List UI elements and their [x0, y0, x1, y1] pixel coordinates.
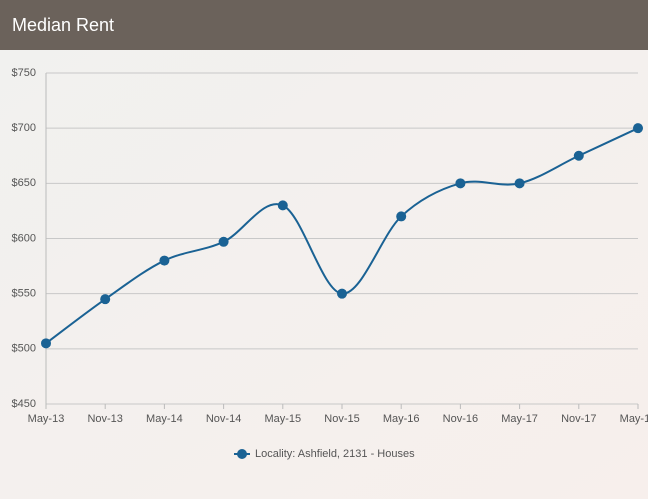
x-tick-label: May-13 — [28, 413, 65, 425]
y-tick-label: $750 — [12, 67, 36, 79]
data-point — [41, 338, 51, 349]
chart: $450 $500 $550 $600 $650 $700 $750 May-13 Nov-13… — [0, 50, 648, 499]
data-point — [455, 178, 466, 189]
x-tick-label: May-18 — [620, 413, 648, 425]
x-tick-label: Nov-13 — [87, 413, 122, 425]
legend-label: Locality: Ashfield, 2131 - Houses — [255, 448, 415, 460]
legend-marker — [237, 449, 247, 459]
x-tick-label: May-15 — [264, 413, 301, 425]
x-tick-label: May-16 — [383, 413, 420, 425]
y-tick-label: $700 — [12, 122, 36, 134]
y-tick-label: $600 — [12, 232, 36, 244]
x-tick-label: May-14 — [146, 413, 183, 425]
header-title: Median Rent — [0, 0, 648, 50]
data-point — [218, 236, 229, 247]
y-tick-label: $650 — [12, 177, 36, 189]
x-tick-label: Nov-16 — [443, 413, 478, 425]
x-tick-label: Nov-15 — [324, 413, 359, 425]
data-point — [277, 200, 288, 211]
data-point — [633, 123, 643, 134]
y-tick-label: $500 — [12, 343, 36, 355]
data-point — [337, 288, 347, 299]
y-tick-label: $450 — [12, 398, 36, 410]
data-point — [396, 211, 407, 222]
data-point — [100, 294, 111, 305]
y-tick-label: $550 — [12, 288, 36, 300]
x-tick-label: Nov-17 — [561, 413, 596, 425]
data-point — [159, 255, 170, 266]
x-tick-label: May-17 — [501, 413, 538, 425]
data-point — [573, 150, 584, 161]
x-tick-label: Nov-14 — [206, 413, 241, 425]
data-point — [514, 178, 525, 189]
